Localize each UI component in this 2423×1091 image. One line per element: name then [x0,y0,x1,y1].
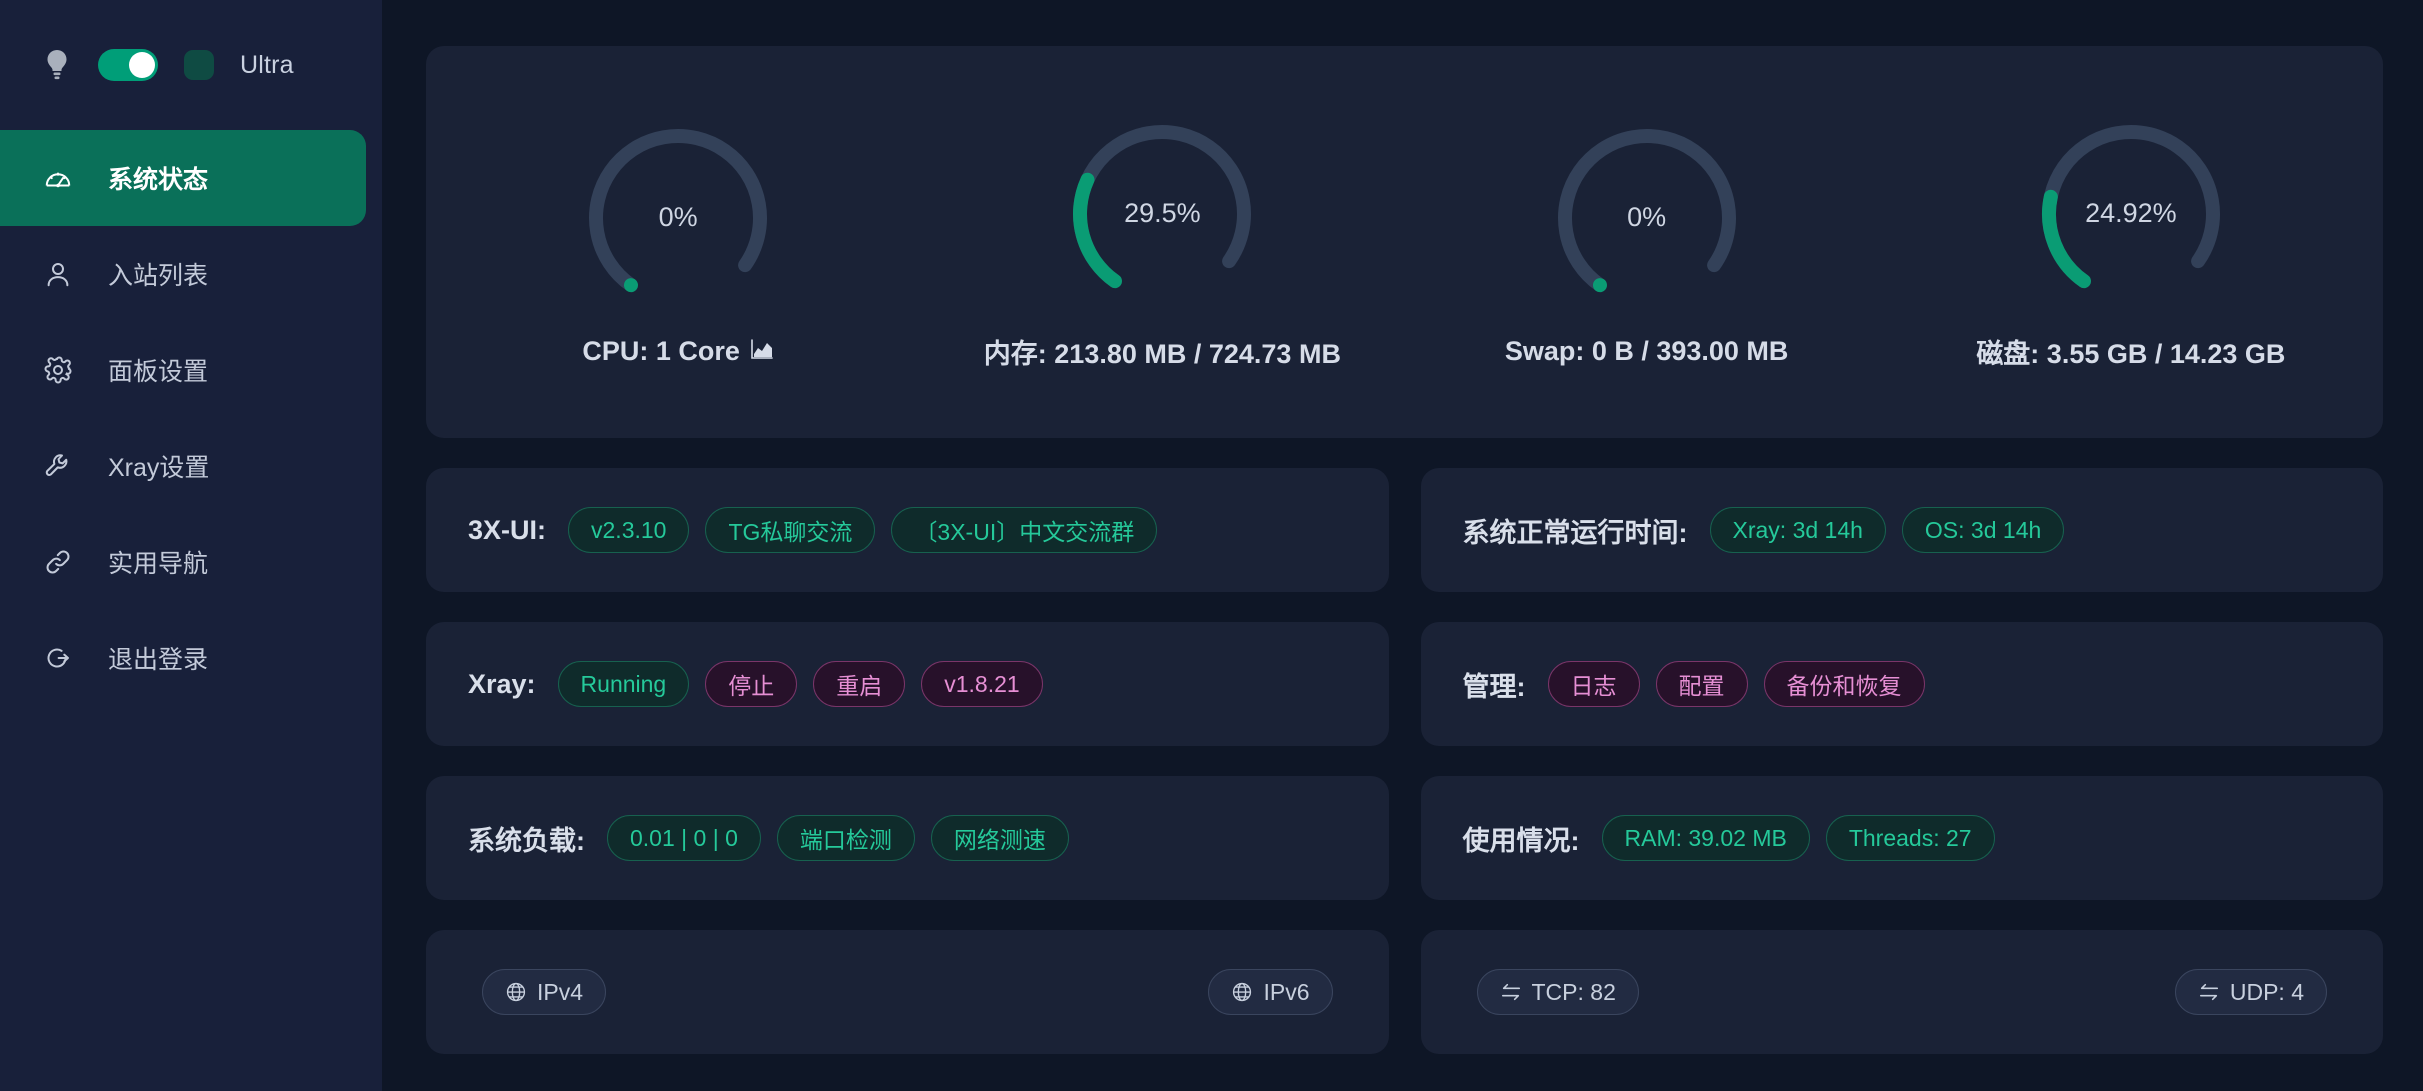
usage-ram-pill[interactable]: RAM: 39.02 MB [1601,815,1810,861]
uptime-label: 系统正常运行时间: [1462,517,1688,548]
ip-card: IPv4 IPv6 [426,930,1389,1054]
xray-version-pill[interactable]: v1.8.21 [921,661,1043,707]
usage-threads-pill[interactable]: Threads: 27 [1825,815,1995,861]
gauge-icon [42,162,74,194]
chart-icon[interactable] [750,336,774,367]
sidebar-item-useful-links[interactable]: 实用导航 [0,514,366,610]
system-load-card: 系统负载: 0.01 | 0 | 0 端口检测 网络测速 [426,776,1389,900]
manage-card: 管理: 日志 配置 备份和恢复 [1420,622,2383,746]
xray-restart-button[interactable]: 重启 [813,661,906,707]
link-icon [42,546,74,578]
sidebar-nav: 系统状态 入站列表 面板设置 [0,130,382,706]
toggle-knob [129,52,155,78]
gauge-label-cpu: CPU: 1 Core [582,336,774,367]
system-gauges-card: 0% CPU: 1 Core [426,46,2383,438]
sidebar-item-label: 系统状态 [108,166,209,194]
xray-label: Xray: [468,668,536,699]
gauge-ring-memory: 29.5% [1062,114,1262,314]
uptime-card: 系统正常运行时间: Xray: 3d 14h OS: 3d 14h [1420,468,2383,592]
wrench-icon [42,450,74,482]
udp-label: UDP: 4 [2229,978,2304,1005]
xray-card: Xray: Running 停止 重启 v1.8.21 [426,622,1389,746]
globe-icon [506,982,526,1002]
xray-status-pill[interactable]: Running [557,661,690,707]
gauge-value-disk: 24.92% [2085,198,2177,228]
xui-label: 3X-UI: [468,514,547,545]
xui-version-pill[interactable]: v2.3.10 [568,507,690,553]
gauge-ring-swap: 0% [1547,118,1747,318]
sidebar: Ultra 系统状态 [0,0,382,1091]
manage-label: 管理: [1462,671,1526,702]
ipv4-label: IPv4 [537,978,584,1005]
system-load-label: 系统负载: [468,825,585,856]
ipv4-button[interactable]: IPv4 [482,969,607,1015]
gauge-label-text: 磁盘: 3.55 GB / 14.23 GB [1976,338,2286,369]
gauge-value-swap: 0% [1627,202,1667,232]
sidebar-item-label: 入站列表 [108,262,209,290]
sidebar-item-panel-settings[interactable]: 面板设置 [0,322,366,418]
sidebar-item-xray-settings[interactable]: Xray设置 [0,418,366,514]
tcp-connections-pill[interactable]: TCP: 82 [1476,969,1639,1015]
gauge-swap: 0% Swap: 0 B / 393.00 MB [1405,118,1889,367]
load-average-pill[interactable]: 0.01 | 0 | 0 [607,815,761,861]
gauge-ring-disk: 24.92% [2031,114,2231,314]
sidebar-item-label: 面板设置 [108,358,209,386]
dark-mode-toggle[interactable] [98,49,158,81]
connections-card: TCP: 82 UDP: 4 [1420,930,2383,1054]
speed-test-button[interactable]: 网络测速 [930,815,1069,861]
sidebar-item-inbounds[interactable]: 入站列表 [0,226,366,322]
xray-stop-button[interactable]: 停止 [705,661,798,707]
gauge-value-cpu: 0% [658,202,698,232]
usage-card: 使用情况: RAM: 39.02 MB Threads: 27 [1420,776,2383,900]
sidebar-item-label: 退出登录 [108,646,209,674]
gauge-value-memory: 29.5% [1124,198,1201,228]
tcp-label: TCP: 82 [1531,978,1616,1005]
gauge-label-text: Swap: 0 B / 393.00 MB [1504,335,1789,366]
xui-telegram-pill[interactable]: TG私聊交流 [705,507,876,553]
lightbulb-icon[interactable] [42,48,72,82]
sidebar-header: Ultra [0,0,382,130]
main-content: 0% CPU: 1 Core [382,0,2423,1091]
gauge-cpu: 0% CPU: 1 Core [436,118,920,367]
manage-logs-button[interactable]: 日志 [1547,661,1640,707]
manage-backup-restore-button[interactable]: 备份和恢复 [1763,661,1925,707]
sidebar-item-logout[interactable]: 退出登录 [0,610,366,706]
xui-chinese-group-pill[interactable]: 〔3X-UI〕中文交流群 [891,507,1158,553]
logout-icon [42,642,74,674]
gauge-disk: 24.92% 磁盘: 3.55 GB / 14.23 GB [1889,114,2373,371]
sidebar-item-label: Xray设置 [108,454,210,482]
exchange-icon [1501,983,1520,1001]
usage-label: 使用情况: [1462,825,1580,856]
uptime-os-pill[interactable]: OS: 3d 14h [1901,507,2065,553]
user-icon [42,258,74,290]
gauge-ring-cpu: 0% [578,118,778,318]
theme-name-label: Ultra [240,50,294,79]
port-check-button[interactable]: 端口检测 [776,815,915,861]
gauge-label-disk: 磁盘: 3.55 GB / 14.23 GB [1976,332,2285,371]
sidebar-item-label: 实用导航 [108,550,209,578]
gauge-memory: 29.5% 内存: 213.80 MB / 724.73 MB [920,114,1404,371]
exchange-icon [2199,983,2218,1001]
xui-card: 3X-UI: v2.3.10 TG私聊交流 〔3X-UI〕中文交流群 [426,468,1389,592]
gauge-label-text: CPU: 1 Core [582,335,740,366]
globe-icon [1233,982,1252,1002]
uptime-xray-pill[interactable]: Xray: 3d 14h [1709,507,1886,553]
udp-connections-pill[interactable]: UDP: 4 [2174,969,2327,1015]
sidebar-item-system-status[interactable]: 系统状态 [0,130,366,226]
gauge-label-memory: 内存: 213.80 MB / 724.73 MB [984,332,1341,371]
info-grid: 3X-UI: v2.3.10 TG私聊交流 〔3X-UI〕中文交流群 系统正常运… [426,468,2383,1084]
ipv6-button[interactable]: IPv6 [1208,969,1333,1015]
gauge-label-text: 内存: 213.80 MB / 724.73 MB [983,338,1341,369]
ipv6-label: IPv6 [1263,978,1310,1005]
manage-config-button[interactable]: 配置 [1655,661,1748,707]
gauge-label-swap: Swap: 0 B / 393.00 MB [1505,336,1789,367]
gear-icon [42,354,74,386]
theme-color-swatch[interactable] [184,50,214,80]
